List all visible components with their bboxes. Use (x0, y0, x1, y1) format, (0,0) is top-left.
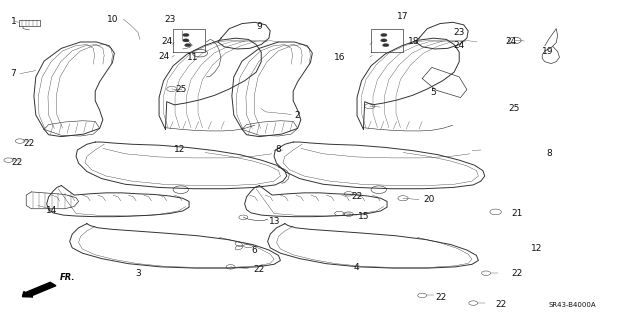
Text: 2: 2 (294, 111, 300, 120)
Text: 6: 6 (252, 246, 257, 255)
Circle shape (182, 33, 189, 37)
Text: 22: 22 (253, 264, 264, 274)
Text: 25: 25 (508, 104, 520, 113)
Text: 7: 7 (11, 69, 17, 78)
Text: 24: 24 (505, 38, 516, 47)
Text: 22: 22 (351, 191, 363, 201)
Text: 4: 4 (353, 263, 359, 272)
Text: FR.: FR. (60, 273, 75, 282)
Text: 3: 3 (135, 269, 141, 278)
Text: 21: 21 (511, 209, 523, 218)
Text: 5: 5 (430, 88, 436, 97)
Text: 24: 24 (161, 38, 172, 47)
Circle shape (381, 33, 387, 37)
Text: 25: 25 (176, 85, 187, 94)
Text: 24: 24 (159, 52, 170, 61)
Text: 12: 12 (174, 145, 185, 154)
Text: 22: 22 (495, 300, 507, 309)
Text: 12: 12 (531, 244, 542, 253)
Text: 15: 15 (358, 212, 369, 221)
FancyArrow shape (22, 282, 56, 297)
Text: 11: 11 (186, 53, 198, 62)
Circle shape (184, 44, 191, 47)
Circle shape (383, 44, 389, 47)
Text: 8: 8 (275, 145, 281, 154)
Text: 13: 13 (269, 217, 280, 226)
Text: 22: 22 (511, 269, 523, 278)
Text: 24: 24 (454, 41, 465, 50)
Text: 20: 20 (423, 195, 435, 204)
Text: 9: 9 (256, 22, 262, 31)
Text: 10: 10 (107, 15, 118, 24)
Text: 14: 14 (46, 206, 58, 215)
Text: SR43-B4000A: SR43-B4000A (548, 302, 596, 308)
Text: 19: 19 (542, 47, 554, 56)
Circle shape (381, 39, 387, 42)
Text: 22: 22 (23, 139, 35, 148)
Text: 23: 23 (164, 15, 175, 24)
Text: 8: 8 (547, 149, 552, 158)
Text: 18: 18 (408, 38, 420, 47)
Text: 1: 1 (11, 17, 17, 26)
Text: 22: 22 (12, 158, 23, 167)
Text: 22: 22 (436, 293, 447, 302)
Text: 23: 23 (454, 28, 465, 37)
Text: 16: 16 (334, 53, 346, 62)
Text: 17: 17 (397, 12, 409, 21)
Circle shape (182, 39, 189, 42)
